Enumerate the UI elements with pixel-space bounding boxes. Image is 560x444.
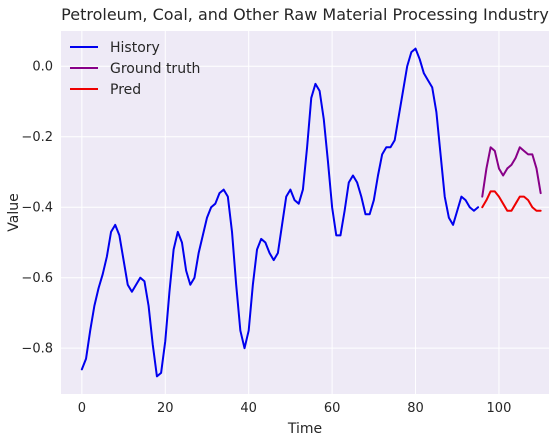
x-tick-label: 60 bbox=[324, 401, 341, 416]
x-tick-label: 20 bbox=[157, 401, 174, 416]
x-tick-label: 0 bbox=[78, 401, 86, 416]
y-tick-label: −0.8 bbox=[21, 342, 53, 357]
x-tick-label: 40 bbox=[240, 401, 257, 416]
legend-label-history: History bbox=[110, 40, 160, 56]
tick-labels: 0 20 40 60 80 100 0.0 −0.2 −0.4 −0.6 −0.8 bbox=[21, 60, 511, 416]
plot-area bbox=[61, 31, 549, 394]
legend: History Ground truth Pred bbox=[70, 40, 200, 98]
series-line-ground-truth bbox=[481, 146, 542, 198]
series-line-pred bbox=[481, 190, 542, 212]
y-tick-label: −0.2 bbox=[21, 130, 53, 145]
y-tick-label: −0.4 bbox=[21, 201, 53, 216]
legend-label-ground-truth: Ground truth bbox=[110, 61, 200, 77]
series-line-history bbox=[80, 47, 480, 378]
grid bbox=[61, 31, 549, 394]
y-tick-label: 0.0 bbox=[32, 60, 53, 75]
series-lines bbox=[80, 47, 542, 378]
x-axis-label: Time bbox=[287, 421, 322, 437]
chart-title: Petroleum, Coal, and Other Raw Material … bbox=[61, 5, 549, 24]
legend-label-pred: Pred bbox=[110, 82, 141, 98]
x-tick-label: 100 bbox=[487, 401, 512, 416]
y-tick-label: −0.6 bbox=[21, 271, 53, 286]
y-axis-label: Value bbox=[6, 193, 22, 231]
x-tick-label: 80 bbox=[407, 401, 424, 416]
